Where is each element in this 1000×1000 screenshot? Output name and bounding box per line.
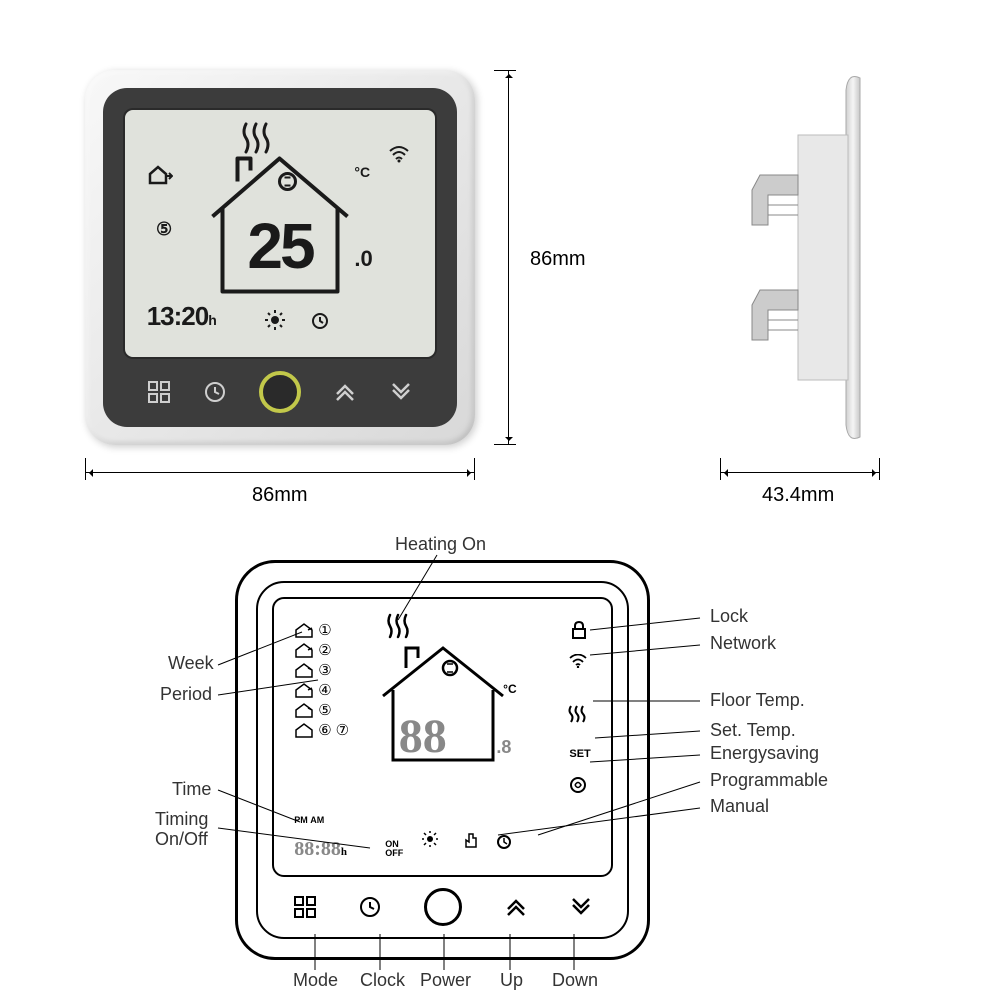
dimension-depth-label: 43.4mm	[762, 484, 834, 507]
button-row	[123, 359, 437, 417]
thermostat-diagram: ① ② ③ ④ ⑤ ⑥⑦ 88 °C .8	[235, 560, 650, 960]
thermostat-side-view	[720, 70, 880, 445]
off-label: OFF	[385, 849, 403, 858]
diag-hand-icon	[463, 832, 479, 850]
sun-icon	[265, 310, 285, 330]
clock-label: Clock	[360, 970, 405, 991]
diag-time-digits: 88:88h	[294, 838, 347, 861]
week-label: Week	[168, 653, 214, 674]
dimension-depth	[720, 458, 880, 480]
diag-mode-button-icon[interactable]	[294, 896, 316, 918]
diag-up-button-icon[interactable]	[505, 896, 527, 918]
diag-temp-unit: °C	[503, 682, 516, 696]
diag-clock-icon	[496, 834, 512, 850]
diag-lock-icon	[571, 621, 587, 639]
wifi-icon	[388, 145, 410, 163]
up-label: Up	[500, 970, 523, 991]
thermostat-front-view: ⑤ 25 °C .0 13:20h	[85, 70, 475, 445]
down-label: Down	[552, 970, 598, 991]
away-house-icon	[147, 164, 173, 186]
lcd-screen: ⑤ 25 °C .0 13:20h	[123, 108, 437, 359]
timing-label: Timing On/Off	[155, 810, 208, 850]
programmable-label: Programmable	[710, 770, 828, 791]
power-label: Power	[420, 970, 471, 991]
clock-digits: 13:20	[147, 301, 209, 331]
time-label: Time	[172, 779, 211, 800]
diag-clock-button-icon[interactable]	[359, 896, 381, 918]
clock-small-icon	[311, 312, 329, 330]
lock-label: Lock	[710, 606, 748, 627]
diagram-screen: ① ② ③ ④ ⑤ ⑥⑦ 88 °C .8	[272, 597, 613, 877]
up-button-icon[interactable]	[333, 380, 357, 404]
floor-temp-label: Floor Temp.	[710, 690, 805, 711]
energy-label: Energysaving	[710, 743, 819, 764]
dimension-width-label: 86mm	[252, 484, 308, 507]
clock-button-icon[interactable]	[203, 380, 227, 404]
period-number: ⑤	[156, 219, 172, 240]
heating-on-label: Heating On	[395, 534, 486, 555]
temperature-decimal: .0	[354, 246, 372, 272]
diag-sun-icon	[422, 831, 438, 847]
diagram-button-row	[272, 877, 613, 931]
diag-floor-heat-icon	[567, 704, 587, 724]
set-temp-label: Set. Temp.	[710, 720, 796, 741]
diag-power-button[interactable]	[424, 888, 462, 926]
mode-label: Mode	[293, 970, 338, 991]
dimension-height	[494, 70, 516, 445]
network-label: Network	[710, 633, 776, 654]
dimension-height-label: 86mm	[530, 248, 586, 271]
diag-energy-icon	[569, 776, 587, 794]
manual-label: Manual	[710, 796, 769, 817]
temperature-unit: °C	[354, 164, 370, 180]
dimension-width	[85, 458, 475, 480]
period-column: ① ② ③ ④ ⑤ ⑥⑦	[294, 621, 349, 739]
diag-heat-icon	[385, 613, 415, 639]
clock-display: 13:20h	[147, 301, 216, 332]
temperature-main: 25	[247, 209, 312, 283]
dark-bezel: ⑤ 25 °C .0 13:20h	[103, 88, 457, 427]
diag-temp-dec: .8	[496, 737, 511, 758]
diag-temp-digits: 88	[399, 709, 447, 764]
diag-wifi-icon	[569, 654, 587, 668]
mode-button-icon[interactable]	[147, 380, 171, 404]
pm-label: PM	[294, 815, 308, 825]
power-button[interactable]	[259, 371, 301, 413]
clock-h-suffix: h	[208, 312, 216, 328]
am-label: AM	[310, 815, 324, 825]
period-label: Period	[160, 684, 212, 705]
diag-set-label: SET	[569, 748, 590, 760]
down-button-icon[interactable]	[389, 380, 413, 404]
diag-down-button-icon[interactable]	[570, 896, 592, 918]
